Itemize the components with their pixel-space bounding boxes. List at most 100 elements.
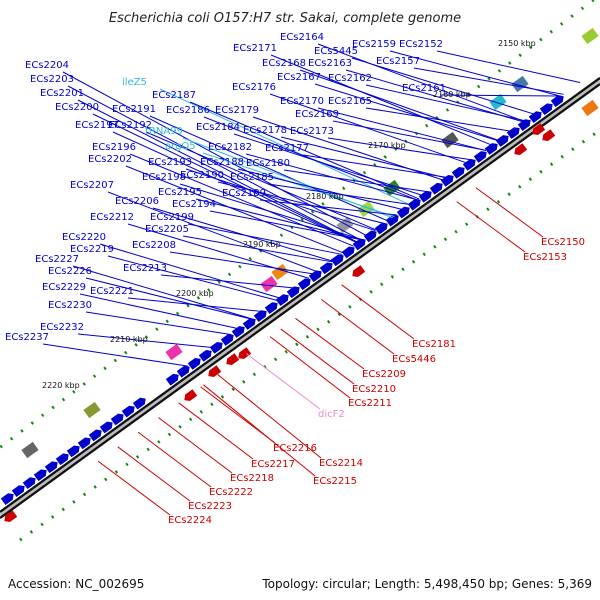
forward-connector xyxy=(127,223,310,279)
feature-block xyxy=(83,401,101,419)
forward-gene-label: ECs5445 xyxy=(314,46,358,57)
backbone-line-reverse xyxy=(0,83,600,519)
forward-connector xyxy=(314,83,500,142)
forward-gene-label: ECs2159 xyxy=(352,39,396,50)
forward-gene-label: ECs2219 xyxy=(70,244,114,255)
forward-gene-label: ECs2193 xyxy=(148,157,192,168)
forward-connector xyxy=(280,136,448,179)
forward-gene-label: ECs2226 xyxy=(48,266,92,277)
reverse-gene-label: ECs2181 xyxy=(412,339,456,350)
feature-block xyxy=(511,75,529,93)
forward-gene-label: ECs2227 xyxy=(35,254,79,265)
forward-gene-arrow xyxy=(165,373,179,386)
forward-gene-arrow xyxy=(440,174,454,187)
forward-gene-label: ECs2194 xyxy=(172,199,216,210)
forward-gene-arrow xyxy=(242,318,256,330)
forward-gene-label: ECs2161 xyxy=(402,83,446,94)
forward-gene-label: ECs2237 xyxy=(5,332,49,343)
gene-labels: ECs2204ECs2203ECs2201ECs2200ECs2197ECs21… xyxy=(5,32,585,526)
kbp-tick-label: 2150 kbp xyxy=(498,39,536,48)
forward-gene-arrow xyxy=(308,270,322,283)
feature-block xyxy=(165,343,183,361)
forward-gene-arrow xyxy=(517,119,531,132)
forward-gene-label: ECs2171 xyxy=(233,43,277,54)
kbp-tick-label: 2160 kbp xyxy=(433,90,471,99)
forward-gene-arrow xyxy=(22,477,36,490)
forward-gene-arrow xyxy=(539,103,553,116)
kbp-tick-label: 2170 kbp xyxy=(368,141,406,150)
forward-gene-label: ECs2185 xyxy=(230,172,274,183)
forward-gene-label: ECs2229 xyxy=(42,282,86,293)
forward-connector xyxy=(149,115,389,222)
reverse-connector xyxy=(217,374,322,459)
forward-gene-arrow xyxy=(374,222,388,235)
forward-gene-label: ECs2168 xyxy=(262,58,306,69)
forward-gene-label: ECs2199 xyxy=(150,212,194,223)
forward-gene-label: ECs2205 xyxy=(145,224,189,235)
reverse-gene-label: ECs2224 xyxy=(168,515,212,526)
forward-connector xyxy=(202,152,395,218)
forward-gene-label: ECs2212 xyxy=(90,212,134,223)
forward-gene-label: ECs2188 xyxy=(200,157,244,168)
forward-connector xyxy=(195,198,363,241)
forward-connector xyxy=(62,71,368,237)
forward-gene-label: ECs2204 xyxy=(25,60,69,71)
forward-gene-label: argQ5 xyxy=(165,141,196,152)
forward-gene-arrow xyxy=(220,334,234,346)
feature-block xyxy=(357,200,375,218)
forward-connector xyxy=(125,165,345,254)
forward-gene-arrow xyxy=(44,461,58,474)
reverse-gene-arrow xyxy=(532,123,546,135)
forward-gene-label: ECs2213 xyxy=(123,263,167,274)
forward-gene-arrow xyxy=(385,214,399,227)
forward-connector xyxy=(317,43,526,123)
forward-connector xyxy=(267,183,412,206)
forward-gene-label: ECs2208 xyxy=(132,240,176,251)
forward-gene-arrow xyxy=(11,485,25,498)
forward-gene-arrow xyxy=(264,302,278,315)
kbp-tick-label: 2200 kbp xyxy=(176,289,214,298)
kbp-tick-label: 2220 kbp xyxy=(42,381,80,390)
forward-gene-arrow xyxy=(209,342,223,354)
forward-connector xyxy=(233,133,424,197)
forward-gene-arrow xyxy=(187,357,201,370)
reverse-gene-arrow xyxy=(542,129,556,141)
forward-connector xyxy=(283,169,429,193)
forward-gene-arrow xyxy=(473,151,487,163)
kbp-tick-label: 2210 kbp xyxy=(110,335,148,344)
reverse-gene-arrow xyxy=(238,347,252,359)
reverse-gene-label: ECs2215 xyxy=(313,476,357,487)
forward-gene-label: ECs2230 xyxy=(48,300,92,311)
forward-gene-arrow xyxy=(495,135,509,147)
forward-gene-label: ECs2187 xyxy=(152,90,196,101)
forward-connector xyxy=(77,99,359,244)
reverse-gene-arrow xyxy=(514,143,528,155)
reverse-gene-label: ECs2218 xyxy=(230,473,274,484)
forward-gene-arrow xyxy=(341,246,355,259)
forward-connector xyxy=(160,274,296,289)
forward-gene-label: ECs2152 xyxy=(399,39,443,50)
forward-connector xyxy=(85,311,232,336)
forward-gene-label: ECs2195 xyxy=(158,187,202,198)
reverse-connector xyxy=(456,201,526,253)
forward-gene-label: ECs2206 xyxy=(115,196,159,207)
forward-gene-label: ECs2232 xyxy=(40,322,84,333)
forward-gene-label: ECs2201 xyxy=(40,88,84,99)
forward-gene-label: ECs2190 xyxy=(180,170,224,181)
forward-gene-label: ECs2184 xyxy=(196,122,240,133)
reverse-connector xyxy=(178,402,254,460)
kbp-tick-label: 2190 kbp xyxy=(243,240,281,249)
forward-gene-label: ECs2179 xyxy=(215,105,259,116)
feature-block xyxy=(489,93,507,111)
forward-connector xyxy=(439,94,562,97)
forward-gene-label: ECs2182 xyxy=(208,142,252,153)
reverse-connector xyxy=(246,353,321,410)
forward-connector xyxy=(67,85,362,241)
reverse-gene-label: ECs2217 xyxy=(251,459,295,470)
forward-gene-label: ECs2207 xyxy=(70,180,114,191)
backbone-fill xyxy=(0,80,600,516)
forward-gene-arrow xyxy=(77,437,91,450)
forward-connector xyxy=(92,113,359,244)
forward-gene-arrow xyxy=(198,349,212,362)
